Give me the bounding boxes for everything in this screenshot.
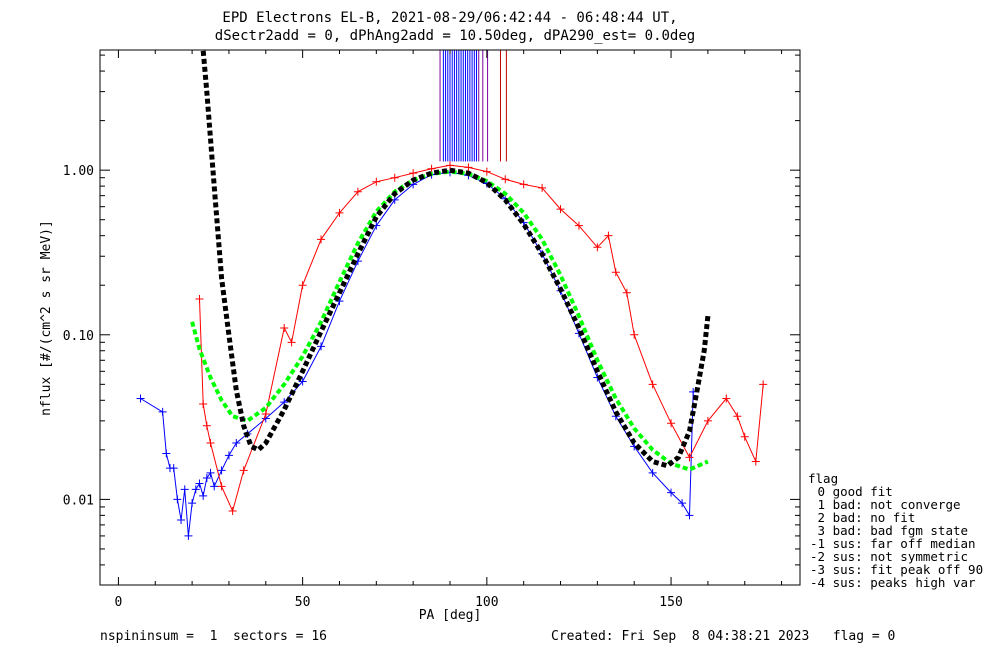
- red-data-point: [759, 380, 768, 389]
- red-data-point: [464, 163, 473, 172]
- blue-data-point: [169, 464, 178, 473]
- red-data-point: [202, 421, 211, 430]
- red-data-point: [298, 281, 307, 290]
- blue-data-point: [158, 407, 167, 416]
- red-series-line: [199, 164, 764, 513]
- legend-item: 3 bad: bad fgm state: [810, 523, 968, 538]
- red-data-point: [427, 164, 436, 173]
- red-data-point: [574, 221, 583, 230]
- blue-data-point: [202, 473, 211, 482]
- blue-data-point: [162, 449, 171, 458]
- legend-item: -1 sus: far off median: [810, 536, 976, 551]
- red-data-point: [317, 235, 326, 244]
- footer-left: nspininsum = 1 sectors = 16: [100, 629, 327, 644]
- footer-right: Created: Fri Sep 8 04:38:21 2023 flag = …: [551, 629, 895, 644]
- y-tick-label: 0.01: [63, 493, 94, 508]
- red-data-point: [593, 243, 602, 252]
- red-data-point: [630, 330, 639, 339]
- x-tick-label: 150: [659, 595, 682, 610]
- red-data-point: [685, 453, 694, 462]
- red-data-point: [751, 457, 760, 466]
- legend-item: -2 sus: not symmetric: [810, 549, 968, 564]
- blue-data-point: [199, 491, 208, 500]
- red-data-point: [199, 399, 208, 408]
- blue-data-point: [648, 468, 657, 477]
- legend-item: 1 bad: not converge: [810, 497, 961, 512]
- chart-title-line2: dSectr2add = 0, dPhAng2add = 10.50deg, d…: [215, 28, 695, 44]
- y-axis-label: nflux [#/(cm^2 s sr MeV)]: [39, 220, 54, 416]
- blue-series-line: [140, 171, 694, 536]
- red-data-point: [261, 410, 270, 419]
- y-tick-label: 0.10: [63, 329, 94, 344]
- blue-data-point: [224, 451, 233, 460]
- blue-data-point: [298, 377, 307, 386]
- blue-data-point: [667, 488, 676, 497]
- red-data-point: [228, 507, 237, 516]
- chart-title-line1: EPD Electrons EL-B, 2021-08-29/06:42:44 …: [222, 10, 677, 26]
- red-data-point: [667, 419, 676, 428]
- green-series: [190, 169, 709, 472]
- flag-legend: flag 0 good fit 1 bad: not converge 2 ba…: [808, 471, 983, 590]
- red-data-point: [501, 175, 510, 184]
- red-data-point: [446, 161, 454, 170]
- red-data-point: [538, 183, 547, 192]
- red-data-point: [611, 268, 620, 277]
- y-tick-label: 1.00: [63, 164, 94, 179]
- x-tick-label: 0: [115, 595, 123, 610]
- red-data-point: [733, 412, 742, 421]
- black-fit-curve: [200, 50, 711, 469]
- axis-ticks: 0 50 100 150 0.01 0.10 1.00: [63, 50, 800, 610]
- x-tick-label: 100: [475, 595, 498, 610]
- x-tick-label: 50: [295, 595, 311, 610]
- blue-data-point: [685, 511, 694, 520]
- blue-data-point: [678, 499, 687, 508]
- blue-data-point: [177, 515, 186, 524]
- blue-data-point: [188, 499, 197, 508]
- red-data-point: [648, 380, 657, 389]
- red-data-point: [195, 294, 204, 303]
- data-series: [136, 50, 768, 540]
- red-data-point: [280, 323, 289, 332]
- red-series: [195, 161, 768, 516]
- green-fit-curve: [190, 169, 709, 472]
- red-data-point: [722, 394, 731, 403]
- red-data-point: [335, 208, 344, 217]
- vertical-markers: [439, 50, 507, 162]
- red-data-point: [409, 169, 418, 178]
- red-data-point: [703, 416, 712, 425]
- blue-data-point: [232, 439, 241, 448]
- red-data-point: [287, 338, 296, 347]
- blue-data-point: [317, 342, 326, 351]
- red-data-point: [206, 439, 215, 448]
- red-data-point: [353, 187, 362, 196]
- blue-data-point: [191, 485, 200, 494]
- x-axis-label: PA [deg]: [419, 608, 482, 623]
- red-data-point: [622, 288, 631, 297]
- blue-data-point: [195, 479, 204, 488]
- blue-data-point: [206, 468, 215, 477]
- legend-item: 2 bad: no fit: [810, 510, 915, 525]
- red-data-point: [519, 180, 528, 189]
- blue-data-point: [136, 394, 145, 403]
- legend-item: 0 good fit: [810, 484, 893, 499]
- red-data-point: [556, 205, 565, 214]
- blue-data-point: [184, 531, 193, 540]
- blue-data-point: [210, 482, 219, 491]
- legend-item: -4 sus: peaks high var: [810, 575, 976, 590]
- legend-heading: flag: [808, 471, 838, 486]
- blue-data-point: [173, 495, 182, 504]
- red-data-point: [740, 432, 749, 441]
- red-data-point: [239, 466, 248, 475]
- red-data-point: [604, 231, 613, 240]
- red-data-point: [390, 173, 399, 182]
- red-data-point: [482, 167, 491, 176]
- blue-data-point: [180, 485, 189, 494]
- black-series: [200, 50, 711, 469]
- red-data-point: [217, 482, 226, 491]
- blue-data-point: [217, 466, 226, 475]
- red-data-point: [372, 177, 381, 186]
- legend-item: -3 sus: fit peak off 90: [810, 562, 983, 577]
